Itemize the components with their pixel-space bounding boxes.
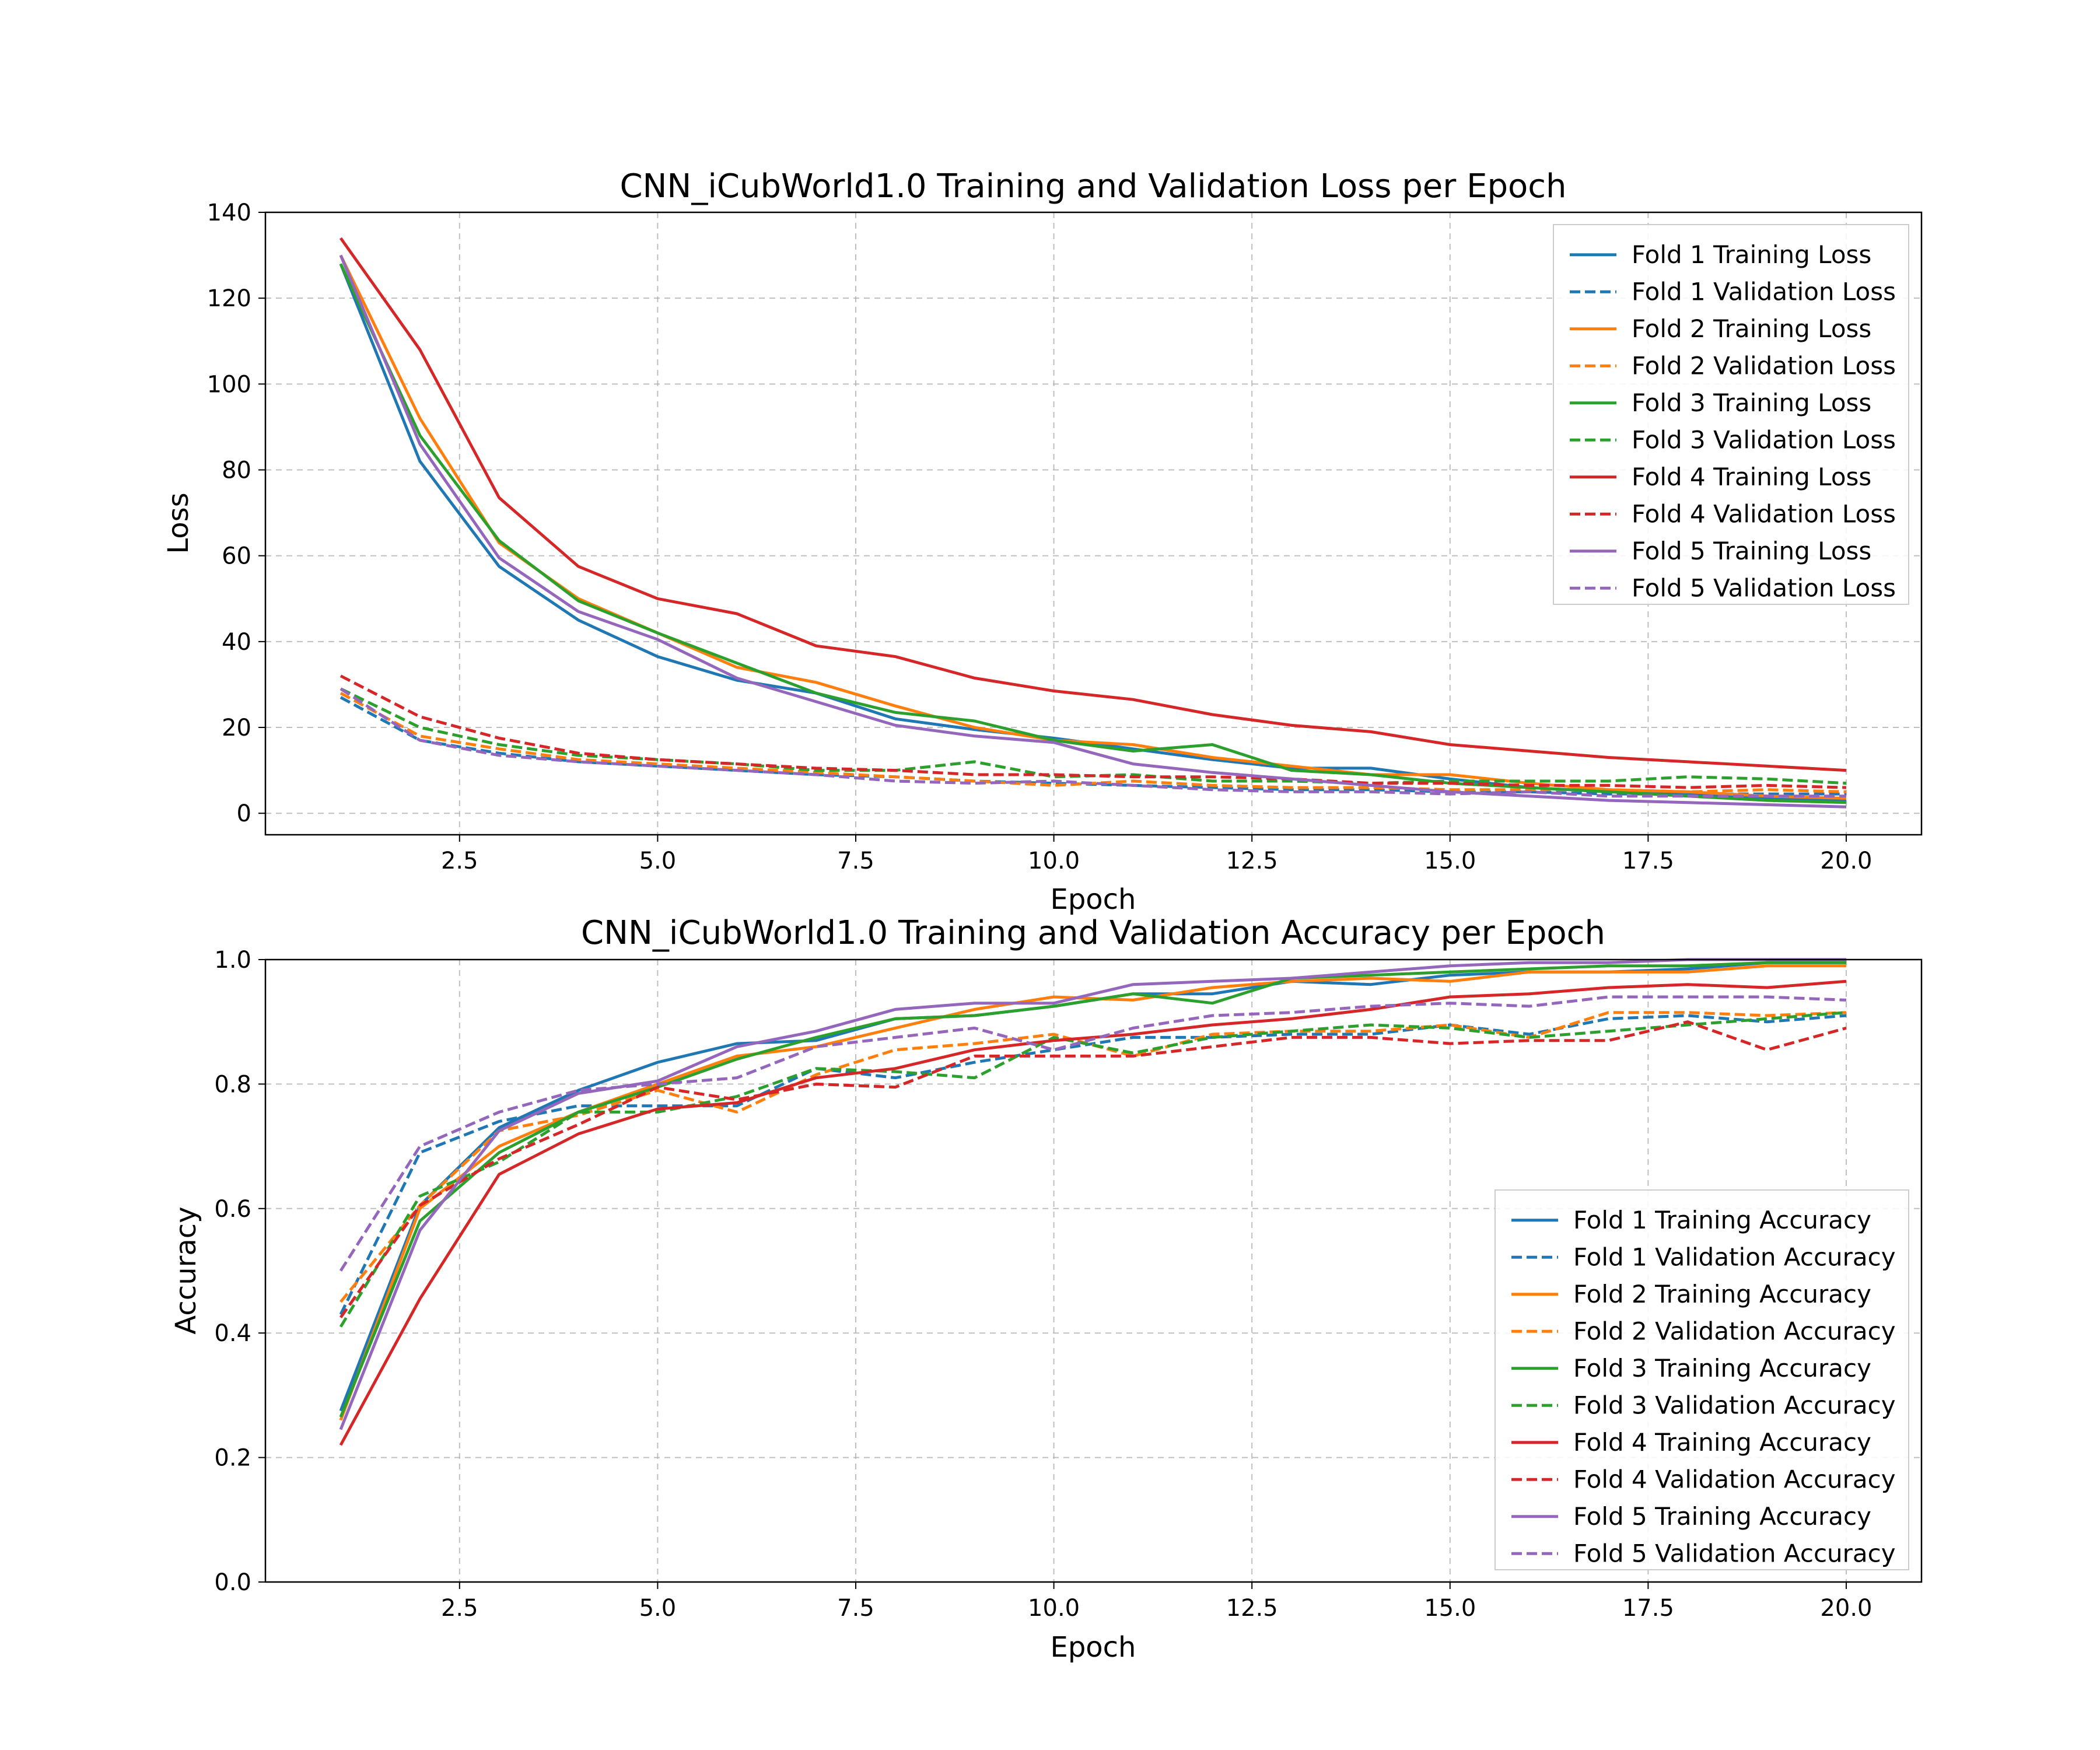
accuracy-x-tick-label: 2.5 (441, 1595, 478, 1622)
loss-y-tick-label: 80 (222, 457, 251, 484)
accuracy-legend-label-9: Fold 5 Training Accuracy (1573, 1502, 1871, 1531)
loss-x-tick-label: 15.0 (1424, 848, 1476, 874)
loss-x-tick-label: 2.5 (441, 848, 478, 874)
loss-legend-label-3: Fold 2 Training Loss (1632, 314, 1871, 343)
accuracy-legend-label-5: Fold 3 Training Accuracy (1573, 1354, 1871, 1382)
loss-y-tick-label: 20 (222, 715, 251, 741)
accuracy-chart: CNN_iCubWorld1.0 Training and Validation… (170, 914, 1923, 1664)
loss-legend-label-4: Fold 2 Validation Loss (1632, 351, 1896, 380)
accuracy-x-tick-label: 20.0 (1820, 1595, 1872, 1622)
accuracy-y-tick-label: 0.8 (214, 1071, 251, 1098)
loss-x-tick-label: 7.5 (837, 848, 874, 874)
accuracy-legend-label-1: Fold 1 Training Accuracy (1573, 1206, 1871, 1234)
loss-series-line-5 (339, 263, 1847, 804)
loss-chart-y-axis: 0 20 40 60 80 100 120 140 (207, 200, 265, 827)
loss-x-tick-label: 20.0 (1820, 848, 1872, 874)
accuracy-y-tick-label: 0.4 (214, 1320, 251, 1347)
accuracy-legend-label-6: Fold 3 Validation Accuracy (1573, 1391, 1896, 1419)
accuracy-series-line-7 (339, 979, 1847, 1446)
accuracy-series-line-8 (339, 1020, 1847, 1318)
accuracy-chart-lines (339, 958, 1847, 1446)
loss-chart-y-axis-label: Loss (162, 492, 195, 554)
loss-legend-label-7: Fold 4 Training Loss (1632, 463, 1871, 491)
loss-legend-label-8: Fold 4 Validation Loss (1632, 499, 1896, 528)
accuracy-chart-x-axis-label: Epoch (1051, 1631, 1136, 1664)
loss-x-tick-label: 17.5 (1622, 848, 1674, 874)
loss-y-tick-label: 60 (222, 543, 251, 570)
accuracy-legend-label-7: Fold 4 Training Accuracy (1573, 1428, 1871, 1457)
loss-chart: CNN_iCubWorld1.0 Training and Validation… (162, 167, 1923, 916)
loss-chart-x-axis: 2.5 5.0 7.5 10.0 12.5 15.0 17.5 20.0 (441, 835, 1872, 874)
loss-chart-plot-frame (264, 211, 1923, 836)
accuracy-legend-label-2: Fold 1 Validation Accuracy (1573, 1242, 1896, 1271)
loss-series-line-10 (340, 687, 1846, 798)
loss-legend-label-1: Fold 1 Training Loss (1632, 240, 1871, 269)
loss-chart-title: CNN_iCubWorld1.0 Training and Validation… (620, 167, 1566, 205)
loss-y-tick-label: 40 (222, 629, 251, 656)
accuracy-series-line-5 (339, 961, 1846, 1418)
loss-x-tick-label: 10.0 (1028, 848, 1080, 874)
loss-chart-x-axis-label: Epoch (1051, 883, 1136, 916)
accuracy-y-tick-label: 0.0 (214, 1569, 251, 1596)
loss-legend-label-5: Fold 3 Training Loss (1632, 388, 1871, 417)
loss-y-tick-label: 120 (207, 285, 251, 312)
accuracy-y-tick-label: 0.6 (214, 1196, 251, 1223)
accuracy-chart-x-axis: 2.5 5.0 7.5 10.0 12.5 15.0 17.5 20.0 (441, 1582, 1872, 1622)
accuracy-series-line-2 (339, 1014, 1847, 1315)
accuracy-chart-title: CNN_iCubWorld1.0 Training and Validation… (581, 914, 1605, 952)
loss-chart-legend: Fold 1 Training Loss Fold 1 Validation Lo… (1553, 224, 1909, 605)
loss-series-line-8 (340, 674, 1847, 789)
loss-y-tick-label: 100 (207, 371, 251, 398)
loss-legend-label-2: Fold 1 Validation Loss (1632, 277, 1896, 306)
loss-y-tick-label: 0 (237, 800, 251, 827)
accuracy-chart-legend-box (1494, 1189, 1909, 1570)
loss-x-tick-label: 12.5 (1226, 848, 1278, 874)
accuracy-x-tick-label: 7.5 (837, 1595, 874, 1622)
loss-legend-label-9: Fold 5 Training Loss (1632, 537, 1871, 565)
accuracy-legend-label-4: Fold 2 Validation Accuracy (1573, 1317, 1896, 1345)
accuracy-x-tick-label: 17.5 (1622, 1595, 1674, 1622)
accuracy-y-tick-label: 1.0 (214, 947, 251, 974)
accuracy-x-tick-label: 5.0 (639, 1595, 677, 1622)
accuracy-x-tick-label: 15.0 (1424, 1595, 1476, 1622)
accuracy-legend-label-3: Fold 2 Training Accuracy (1573, 1280, 1871, 1308)
accuracy-legend-label-10: Fold 5 Validation Accuracy (1573, 1539, 1896, 1567)
accuracy-chart-y-axis: 0.0 0.2 0.4 0.6 0.8 1.0 (214, 947, 265, 1596)
accuracy-y-tick-label: 0.2 (214, 1445, 251, 1472)
loss-legend-label-10: Fold 5 Validation Loss (1632, 573, 1896, 602)
accuracy-series-line-6 (339, 1011, 1847, 1328)
accuracy-x-tick-label: 10.0 (1028, 1595, 1080, 1622)
accuracy-series-line-10 (339, 995, 1847, 1272)
loss-series-line-7 (339, 237, 1847, 772)
loss-chart-legend-box (1553, 224, 1909, 605)
loss-x-tick-label: 5.0 (639, 848, 677, 874)
loss-chart-lines (339, 237, 1847, 808)
loss-legend-label-6: Fold 3 Validation Loss (1632, 425, 1896, 454)
accuracy-chart-plot-frame (264, 958, 1923, 1583)
loss-y-tick-label: 140 (207, 200, 251, 226)
accuracy-chart-y-axis-label: Accuracy (170, 1206, 202, 1334)
accuracy-x-tick-label: 12.5 (1226, 1595, 1278, 1622)
accuracy-series-line-9 (339, 958, 1846, 1430)
accuracy-chart-legend: Fold 1 Training Accuracy Fold 1 Validatio… (1494, 1189, 1909, 1570)
loss-series-line-9 (339, 254, 1847, 808)
accuracy-legend-label-8: Fold 4 Validation Accuracy (1573, 1465, 1896, 1493)
